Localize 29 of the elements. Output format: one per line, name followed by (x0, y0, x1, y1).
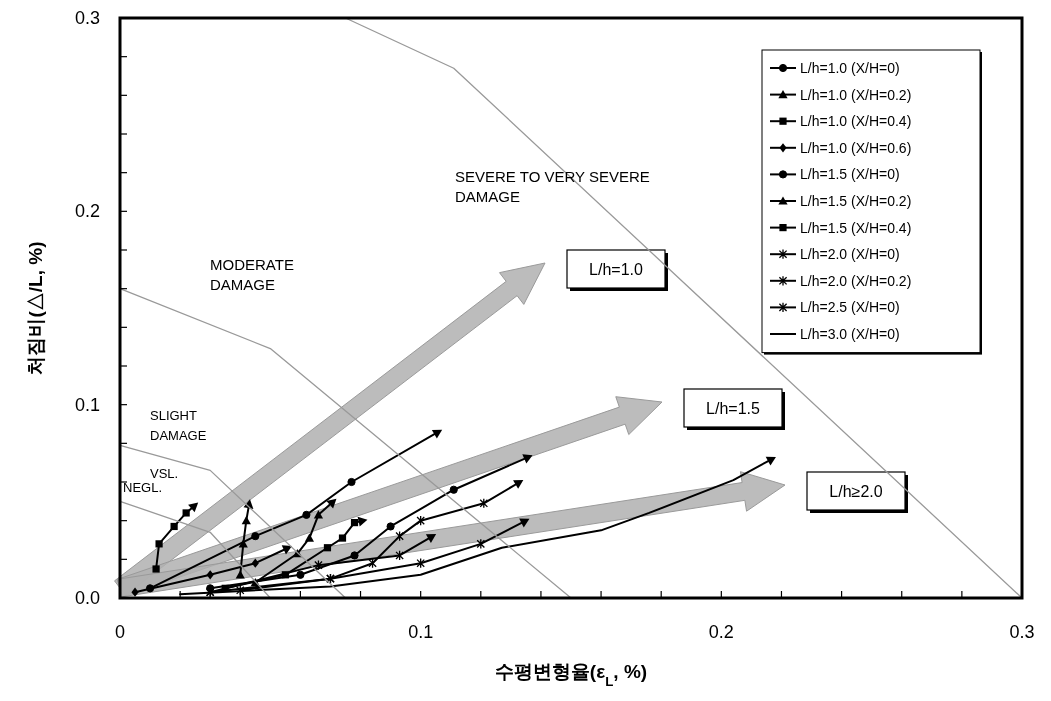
x-axis-title: 수평변형율(ε$_{L}$, %) (494, 661, 648, 689)
legend-label: L/h=2.0 (X/H=0) (800, 246, 900, 263)
x-tick-label: 0 (114, 622, 126, 642)
legend-label: L/h=3.0 (X/H=0) (800, 326, 900, 342)
annotation: L/h≥2.0 (829, 483, 883, 500)
legend-label: L/h=1.5 (X/H=0.2) (800, 193, 912, 209)
x-tick-label: 0.3 (1009, 622, 1035, 642)
y-tick-label: 0.0 (74, 588, 100, 608)
annotation: L/h=1.0 (589, 261, 644, 278)
x-tick-label: 0.1 (408, 622, 434, 642)
annotation: L/h=1.5 (706, 400, 761, 417)
legend-label: L/h=1.0 (X/H=0.6) (800, 139, 912, 156)
annotation: NEGL. (123, 480, 163, 495)
legend-label: L/h=2.0 (X/H=0.2) (800, 272, 912, 289)
legend-label: L/h=2.5 (X/H=0) (800, 299, 900, 316)
legend-label: L/h=1.0 (X/H=0) (800, 60, 900, 76)
x-tick-label: 0.2 (708, 622, 734, 642)
legend-label: L/h=1.5 (X/H=0.4) (800, 219, 912, 236)
annotation: MODERATE DAMAGE (210, 256, 294, 293)
annotation: VSL. (150, 466, 179, 481)
y-tick-label: 0.1 (74, 394, 100, 415)
y-tick-label: 0.3 (74, 8, 100, 28)
legend-label: L/h=1.5 (X/H=0) (800, 166, 900, 183)
y-axis-title: 처짐비(△/L, %) (25, 241, 46, 375)
legend-label: L/h=1.0 (X/H=0.4) (800, 113, 912, 130)
annotation: SEVERE TO VERY SEVERE DAMAGE (455, 168, 650, 205)
annotation: SLIGHT DAMAGE (150, 408, 207, 443)
y-tick-label: 0.2 (74, 201, 100, 222)
legend-label: L/h=1.0 (X/H=0.2) (800, 86, 912, 103)
